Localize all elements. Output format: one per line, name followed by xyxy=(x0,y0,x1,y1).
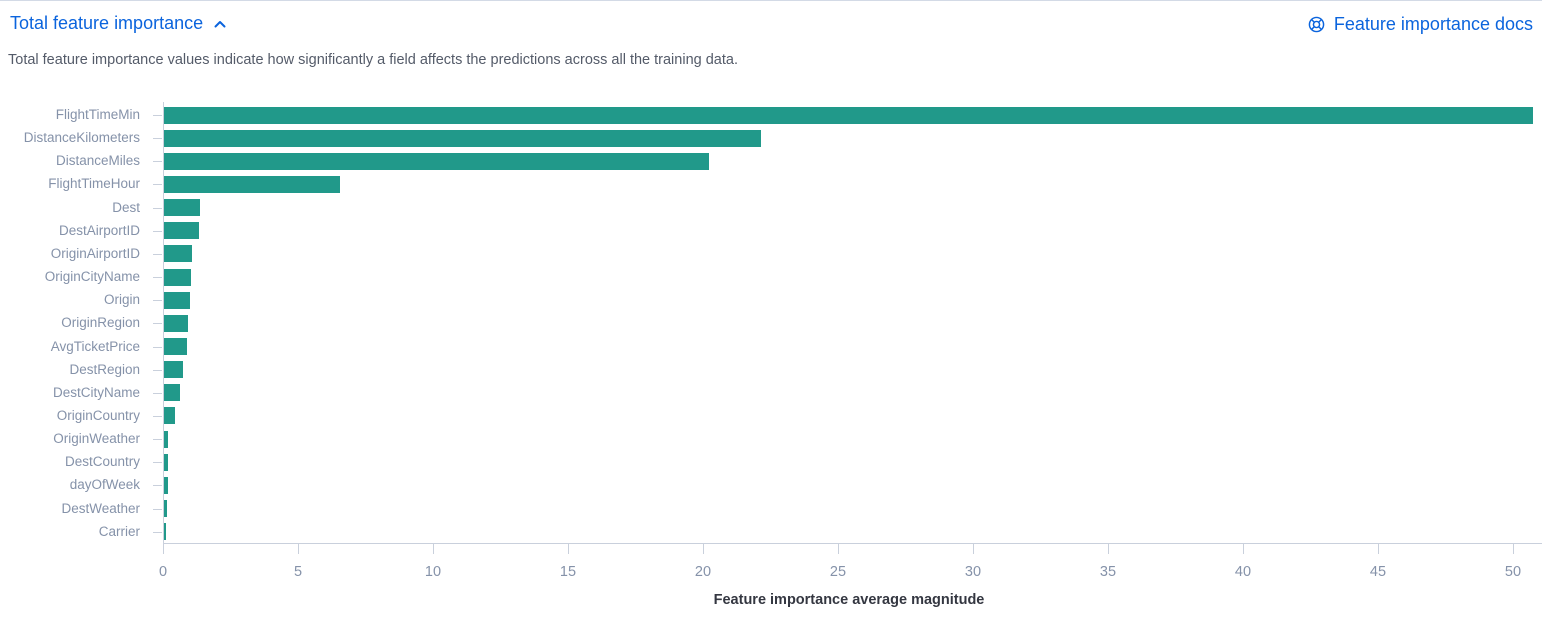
x-axis-tick-label: 15 xyxy=(559,564,577,580)
x-axis-tick xyxy=(163,544,164,554)
y-axis-tick xyxy=(153,230,162,232)
bar[interactable] xyxy=(164,152,710,170)
bar[interactable] xyxy=(164,476,168,494)
y-axis-tick xyxy=(153,508,162,510)
x-axis-line xyxy=(163,543,1542,544)
x-axis-tick xyxy=(838,544,839,554)
bar[interactable] xyxy=(164,384,181,402)
y-axis-label: OriginCityName xyxy=(44,269,140,285)
x-axis-tick-label: 30 xyxy=(964,564,982,580)
x-axis-tick-label: 5 xyxy=(293,564,303,580)
y-axis-label: DistanceKilometers xyxy=(23,130,140,146)
bar[interactable] xyxy=(164,453,168,471)
x-axis-tick xyxy=(433,544,434,554)
y-axis-line xyxy=(163,102,164,554)
x-axis-tick xyxy=(1378,544,1379,554)
y-axis-label: OriginAirportID xyxy=(50,245,140,261)
y-axis-label: DestCityName xyxy=(52,384,140,400)
y-axis-tick xyxy=(153,531,162,533)
bar[interactable] xyxy=(164,314,189,332)
x-axis-tick-label: 10 xyxy=(424,564,442,580)
y-axis-tick xyxy=(153,277,162,279)
y-axis-label: OriginRegion xyxy=(61,315,140,331)
x-axis-tick-label: 35 xyxy=(1099,564,1117,580)
y-axis-label: OriginCountry xyxy=(56,407,140,423)
docs-link-label: Feature importance docs xyxy=(1333,14,1533,34)
x-axis-tick xyxy=(973,544,974,554)
bar[interactable] xyxy=(164,407,175,425)
chevron-up-icon xyxy=(212,16,228,32)
y-axis-tick xyxy=(153,138,162,140)
y-axis-label: Dest xyxy=(112,199,140,215)
x-axis-tick xyxy=(568,544,569,554)
bar[interactable] xyxy=(164,361,183,379)
bar[interactable] xyxy=(164,338,187,355)
y-axis-label: FlightTimeHour xyxy=(48,176,140,192)
y-axis-label: Origin xyxy=(103,292,140,308)
bar[interactable] xyxy=(164,106,1533,124)
y-axis-tick xyxy=(153,207,162,209)
bar[interactable] xyxy=(164,129,761,147)
y-axis-label: DistanceMiles xyxy=(55,153,140,169)
x-axis-tick-label: 40 xyxy=(1234,564,1252,580)
y-axis-tick xyxy=(153,462,162,464)
y-axis-tick xyxy=(153,300,162,302)
x-axis-tick-label: 20 xyxy=(694,564,712,580)
bar[interactable] xyxy=(164,291,190,309)
x-axis-tick-label: 50 xyxy=(1504,564,1522,580)
y-axis-tick xyxy=(153,161,162,163)
x-axis-tick xyxy=(1243,544,1244,554)
bar[interactable] xyxy=(164,430,169,448)
y-axis-label: dayOfWeek xyxy=(69,477,140,493)
x-axis-tick-label: 0 xyxy=(158,564,168,580)
y-axis-tick xyxy=(153,392,162,394)
y-axis-tick xyxy=(153,184,162,186)
x-axis-tick xyxy=(1513,544,1514,554)
y-axis-label: DestCountry xyxy=(64,454,140,470)
y-axis-label: DestRegion xyxy=(69,361,140,377)
section-description: Total feature importance values indicate… xyxy=(8,52,738,68)
bar[interactable] xyxy=(164,523,167,541)
bar[interactable] xyxy=(164,500,168,518)
feature-importance-docs-link[interactable]: Feature importance docs xyxy=(1307,14,1533,35)
y-axis-tick xyxy=(153,346,162,348)
x-axis-tick xyxy=(298,544,299,554)
documentation-life-ring-icon xyxy=(1307,15,1326,34)
y-axis-label: Carrier xyxy=(98,523,140,539)
y-axis-tick xyxy=(153,415,162,417)
x-axis-title: Feature importance average magnitude xyxy=(713,592,985,608)
y-axis-label: OriginWeather xyxy=(53,431,140,447)
y-axis-label: AvgTicketPrice xyxy=(50,338,140,354)
y-axis-tick xyxy=(153,485,162,487)
y-axis-tick xyxy=(153,439,162,441)
y-axis-label: FlightTimeMin xyxy=(55,107,140,122)
bar[interactable] xyxy=(164,245,193,263)
y-axis-tick xyxy=(153,323,162,325)
y-axis-label: DestAirportID xyxy=(58,222,140,238)
bar[interactable] xyxy=(164,175,340,193)
y-axis-tick xyxy=(153,115,162,116)
x-axis-tick xyxy=(703,544,704,554)
x-axis-tick-label: 45 xyxy=(1369,564,1387,580)
bar[interactable] xyxy=(164,222,200,240)
bar[interactable] xyxy=(164,268,191,286)
section-title: Total feature importance xyxy=(10,13,204,33)
x-axis-tick xyxy=(1108,544,1109,554)
y-axis-label: DestWeather xyxy=(61,500,140,516)
y-axis-tick xyxy=(153,369,162,371)
bar[interactable] xyxy=(164,199,201,217)
total-feature-importance-accordion-toggle[interactable]: Total feature importance xyxy=(10,13,228,34)
y-axis-tick xyxy=(153,253,162,255)
x-axis-tick-label: 25 xyxy=(829,564,847,580)
